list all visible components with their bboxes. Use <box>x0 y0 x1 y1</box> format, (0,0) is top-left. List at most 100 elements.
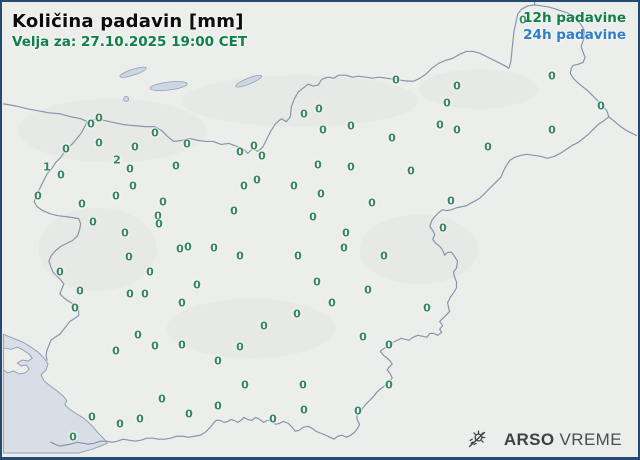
station-value: 0 <box>519 13 527 27</box>
station-value: 0 <box>134 328 142 342</box>
station-value: 0 <box>87 117 95 131</box>
station-value: 0 <box>347 160 355 174</box>
station-value: 0 <box>57 168 65 182</box>
station-value: 0 <box>71 301 79 315</box>
station-value: 0 <box>317 187 325 201</box>
station-value: 0 <box>154 209 162 223</box>
station-value: 0 <box>354 404 362 418</box>
station-value: 0 <box>116 417 124 431</box>
station-value: 0 <box>597 99 605 113</box>
station-value: 0 <box>62 142 70 156</box>
logo-text-vreme: VREME <box>559 430 622 449</box>
station-value: 0 <box>236 145 244 159</box>
station-value: 0 <box>423 301 431 315</box>
logo-text: ARSO VREME <box>504 430 622 450</box>
station-value: 0 <box>185 407 193 421</box>
station-value: 0 <box>347 119 355 133</box>
station-value: 0 <box>131 140 139 154</box>
station-value: 0 <box>56 265 64 279</box>
station-value: 0 <box>260 319 268 333</box>
station-value: 0 <box>126 287 134 301</box>
station-value: 0 <box>241 378 249 392</box>
station-value: 0 <box>293 307 301 321</box>
muggia-peninsula <box>2 346 33 375</box>
station-value: 0 <box>300 107 308 121</box>
station-value: 0 <box>443 96 451 110</box>
station-value: 0 <box>453 79 461 93</box>
station-value: 0 <box>290 179 298 193</box>
arso-vreme-logo: ARSO VREME <box>466 429 622 451</box>
station-value: 0 <box>436 118 444 132</box>
station-value: 0 <box>112 189 120 203</box>
station-value: 0 <box>184 240 192 254</box>
station-value: 0 <box>240 179 248 193</box>
station-value: 0 <box>385 338 393 352</box>
station-value: 0 <box>125 250 133 264</box>
station-value: 0 <box>146 265 154 279</box>
station-value: 0 <box>548 69 556 83</box>
station-value: 0 <box>95 111 103 125</box>
station-value: 0 <box>126 162 134 176</box>
station-value: 0 <box>210 241 218 255</box>
station-value: 0 <box>364 283 372 297</box>
station-value: 0 <box>236 249 244 263</box>
station-value: 0 <box>172 159 180 173</box>
station-value: 1 <box>43 160 51 174</box>
station-value: 0 <box>76 284 84 298</box>
station-value: 0 <box>258 149 266 163</box>
station-value: 0 <box>158 392 166 406</box>
station-value: 0 <box>250 139 258 153</box>
station-value: 0 <box>439 221 447 235</box>
station-value: 0 <box>388 131 396 145</box>
lakes <box>119 66 263 102</box>
page-title: Količina padavin [mm] <box>12 11 244 32</box>
station-value: 0 <box>69 430 77 444</box>
station-value: 0 <box>88 410 96 424</box>
terrain-shading <box>18 69 538 359</box>
legend: 12h padavine 24h padavine <box>523 10 626 44</box>
station-value: 0 <box>309 210 317 224</box>
station-value: 0 <box>299 378 307 392</box>
station-value: 0 <box>340 241 348 255</box>
station-value: 0 <box>178 296 186 310</box>
station-value: 0 <box>183 137 191 151</box>
station-value: 0 <box>294 249 302 263</box>
station-value: 0 <box>159 195 167 209</box>
station-value: 0 <box>300 403 308 417</box>
sun-rain-icon <box>468 430 486 448</box>
station-value: 0 <box>176 242 184 256</box>
station-value: 0 <box>269 412 277 426</box>
station-value: 0 <box>151 126 159 140</box>
station-value: 0 <box>214 354 222 368</box>
station-value: 0 <box>315 102 323 116</box>
station-value: 0 <box>129 179 137 193</box>
station-value: 0 <box>34 189 42 203</box>
station-value: 0 <box>342 226 350 240</box>
sea-gulf-of-trieste <box>2 333 109 454</box>
station-value: 0 <box>319 123 327 137</box>
station-value: 0 <box>193 278 201 292</box>
station-value: 0 <box>407 164 415 178</box>
valid-time-label: Velja za: 27.10.2025 19:00 CET <box>12 34 248 50</box>
station-value: 0 <box>368 196 376 210</box>
station-value: 0 <box>380 249 388 263</box>
station-value: 0 <box>314 158 322 172</box>
station-value: 0 <box>89 215 97 229</box>
legend-item-12h: 12h padavine <box>523 10 626 26</box>
station-value: 0 <box>236 340 244 354</box>
station-value: 0 <box>484 140 492 154</box>
border-slovenia-main <box>50 4 610 447</box>
station-value: 0 <box>453 123 461 137</box>
station-value: 0 <box>155 217 163 231</box>
station-value: 0 <box>313 275 321 289</box>
legend-item-24h: 24h padavine <box>523 27 626 43</box>
border-slovenia-italy <box>33 121 89 361</box>
border-hungary-croatia <box>608 116 638 137</box>
station-value: 0 <box>121 226 129 240</box>
station-value: 0 <box>548 123 556 137</box>
station-value: 0 <box>328 296 336 310</box>
station-value: 0 <box>151 339 159 353</box>
